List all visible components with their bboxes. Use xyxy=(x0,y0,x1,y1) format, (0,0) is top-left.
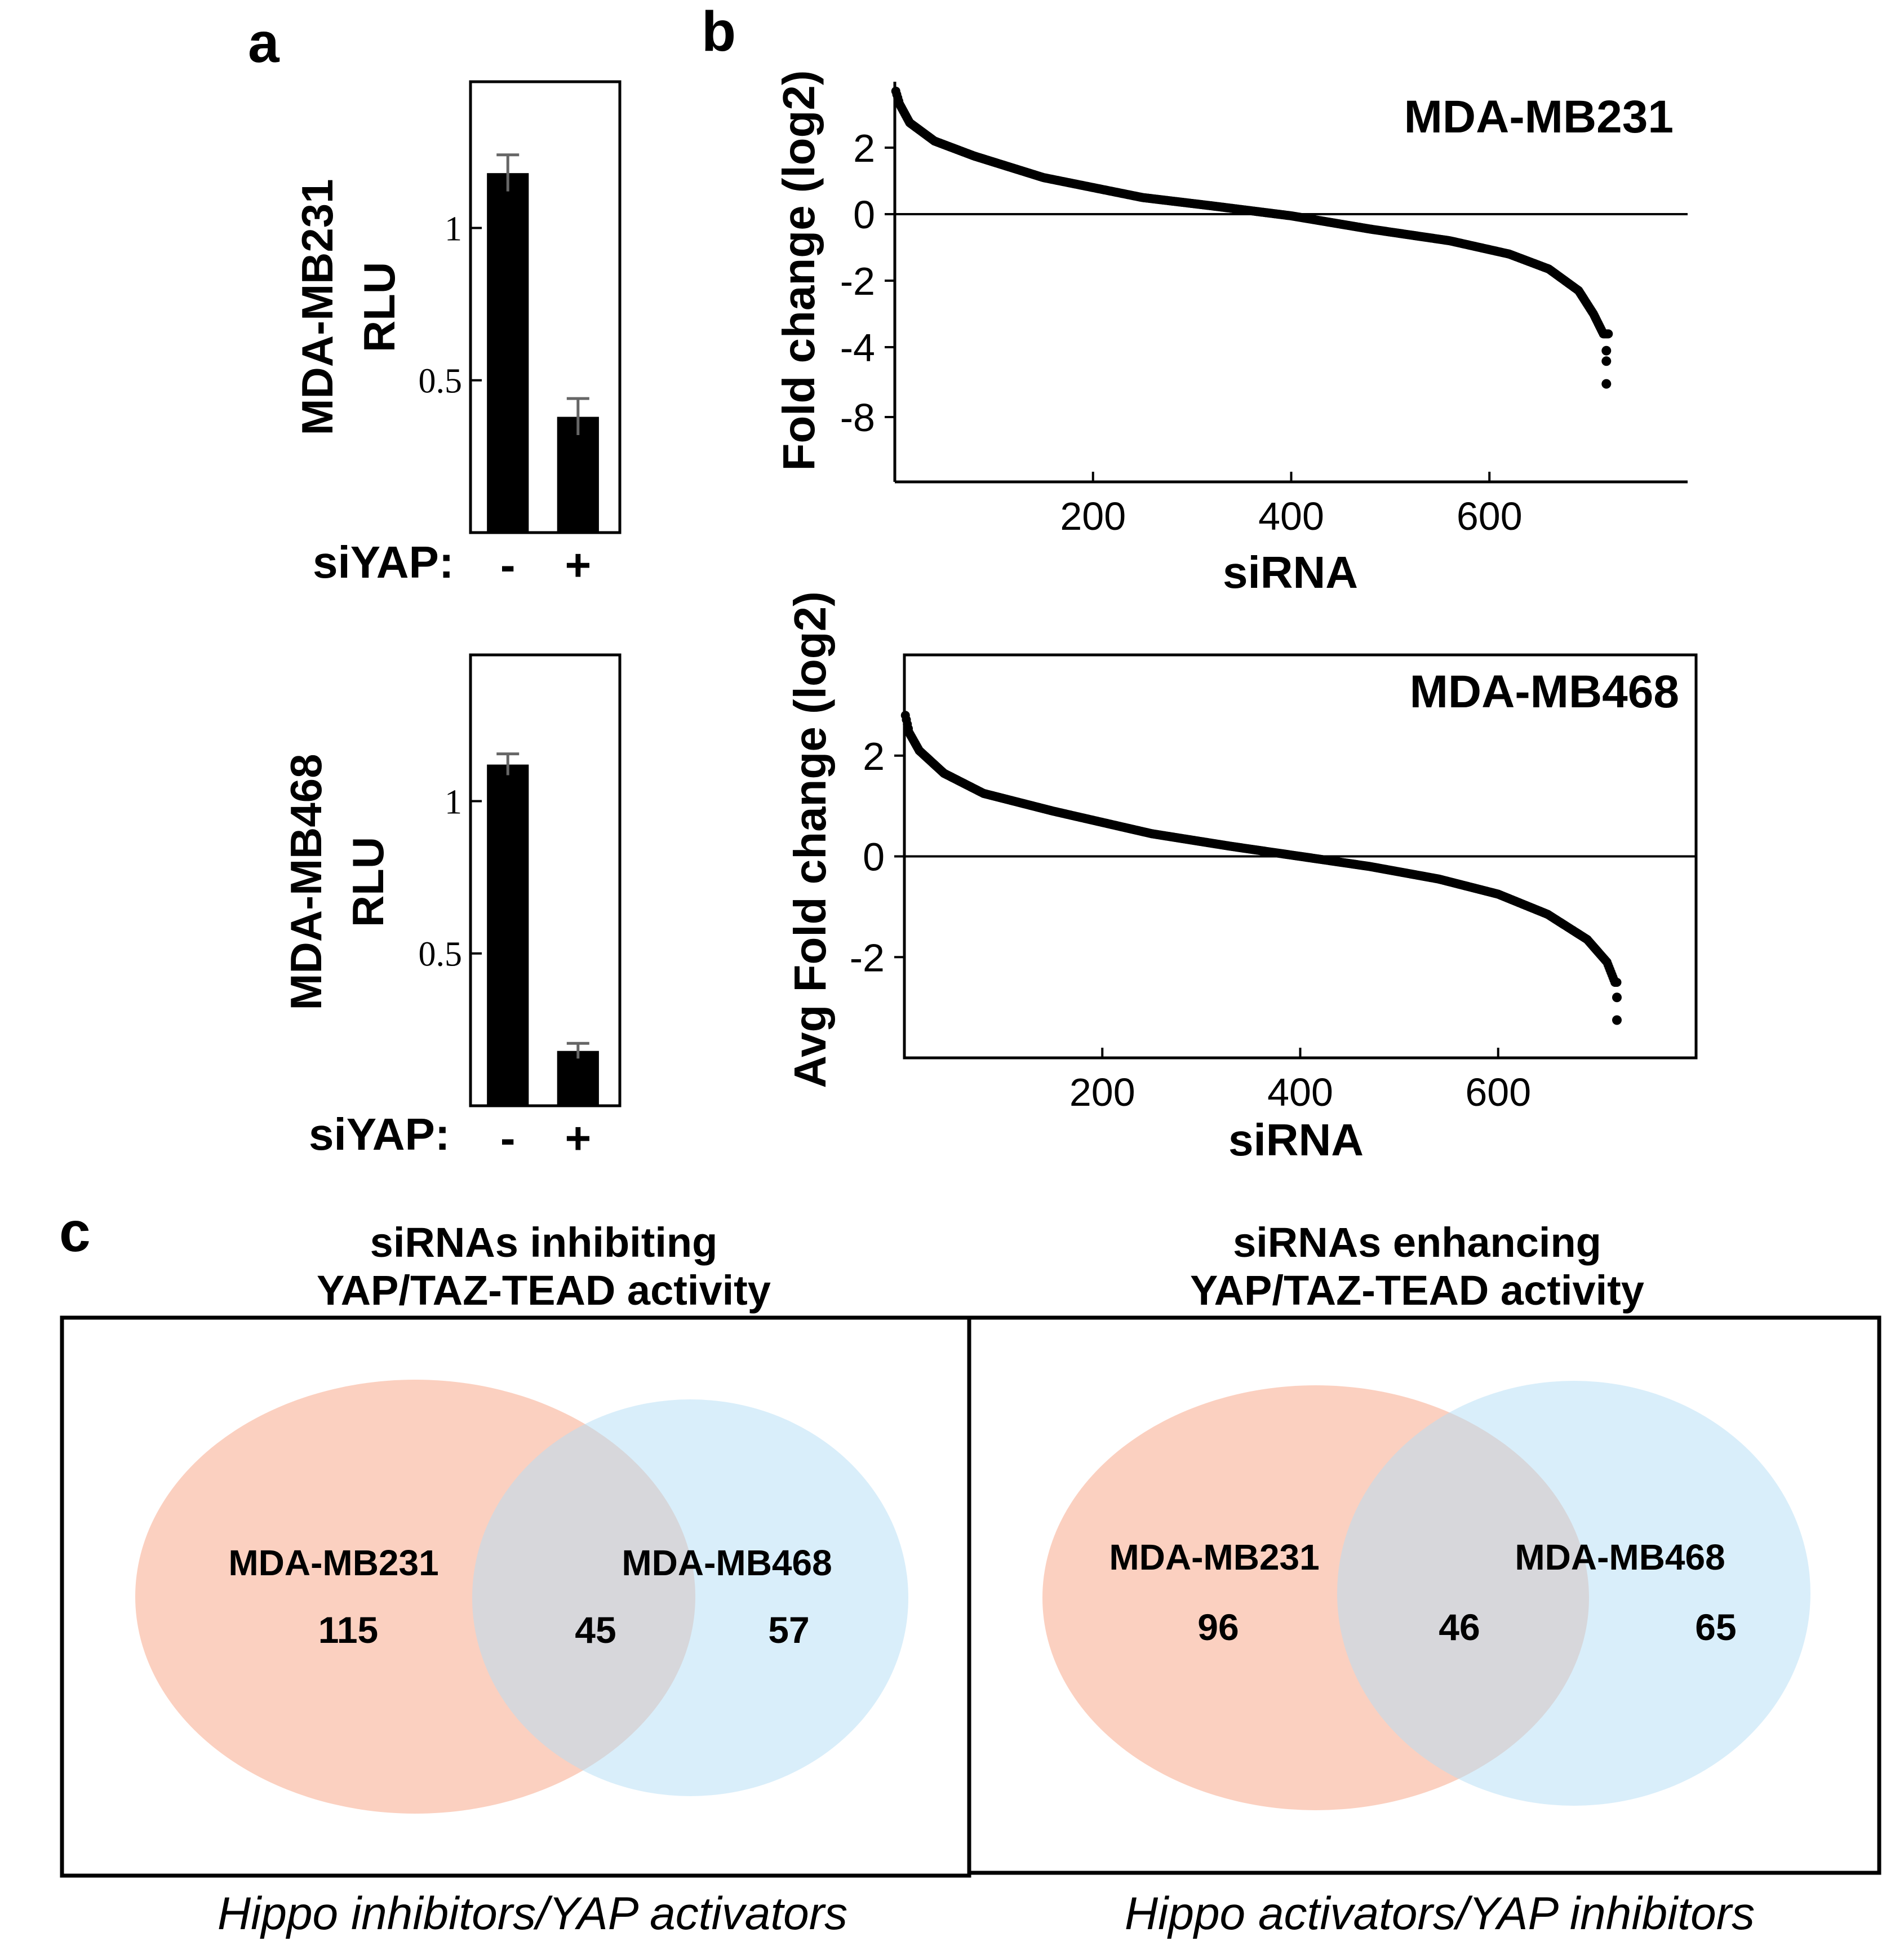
panel-label-a: a xyxy=(248,11,280,74)
y-tick-label: 1 xyxy=(445,783,462,821)
y-tick-label: 0 xyxy=(863,835,885,879)
y-axis-label: Avg Fold change (log2) xyxy=(785,591,835,1088)
y-tick-label: -2 xyxy=(850,936,885,980)
x-tick-label: 200 xyxy=(1069,1070,1135,1114)
plot-frame xyxy=(469,80,622,534)
y-tick-label: 1 xyxy=(445,210,462,248)
panel-label-c: c xyxy=(59,1200,91,1264)
y-tick-label: 0.5 xyxy=(419,936,463,974)
venn-set-a-label: MDA-MB231 xyxy=(1109,1537,1319,1577)
venn-only-a-count: 96 xyxy=(1197,1606,1239,1648)
x-tick-label: 600 xyxy=(1465,1070,1531,1114)
venn-set-b-label: MDA-MB468 xyxy=(1515,1537,1725,1577)
venn-overlap-count: 46 xyxy=(1439,1606,1480,1648)
y-axis-label-line1: MDA-MB231 xyxy=(292,179,342,435)
x-tick-label: - xyxy=(500,540,516,590)
venn-set-b-label: MDA-MB468 xyxy=(622,1543,832,1583)
venn-title-line2: YAP/TAZ-TEAD activity xyxy=(1190,1267,1644,1314)
data-point xyxy=(1612,1015,1622,1025)
venn-set-a-label: MDA-MB231 xyxy=(228,1543,438,1583)
venn-only-b-count: 65 xyxy=(1695,1606,1736,1648)
y-tick-label: 2 xyxy=(863,734,885,778)
venn-set-b-circle xyxy=(472,1399,908,1796)
venn-overlap-count: 45 xyxy=(575,1609,616,1651)
plot-frame xyxy=(469,653,622,1107)
bar xyxy=(557,1051,599,1106)
bar xyxy=(557,416,599,533)
data-point xyxy=(1612,992,1622,1003)
data-point xyxy=(1604,329,1613,339)
venn-diagram-inhibiting: siRNAs inhibiting YAP/TAZ-TEAD activity … xyxy=(60,1219,971,1939)
venn-caption: Hippo inhibitors/YAP activators xyxy=(218,1888,847,1939)
data-point xyxy=(1601,345,1612,356)
x-tick-label: 400 xyxy=(1267,1070,1333,1114)
x-tick-label: - xyxy=(500,1113,516,1163)
venn-only-b-count: 57 xyxy=(768,1609,809,1651)
venn-title-line1: siRNAs enhancing xyxy=(1233,1219,1601,1266)
bar-marks: - +0.5 1 xyxy=(419,153,599,590)
panel-label-b: b xyxy=(702,0,736,63)
scatter-chart-mda-mb231: 200 400 600 2 0 -2 -4 -8 MDA-MB231 siRNA Fold c… xyxy=(774,70,1688,597)
scatter-chart-mda-mb468: 200 400 600 2 0 -2 MDA-MB468 siRNA Avg Fold c… xyxy=(785,591,1698,1165)
x-axis-label: siYAP: xyxy=(309,1109,450,1159)
y-axis-label-line1: MDA-MB468 xyxy=(281,754,331,1010)
venn-only-a-count: 115 xyxy=(318,1609,378,1651)
chart-title: MDA-MB468 xyxy=(1410,666,1679,717)
venn-title-line2: YAP/TAZ-TEAD activity xyxy=(317,1267,771,1314)
venn-caption: Hippo activators/YAP inhibitors xyxy=(1125,1888,1755,1939)
venn-frame xyxy=(967,1315,1881,1875)
bar-chart-mda-mb468: - +0.5 1 MDA-MB468 RLU siYAP: xyxy=(281,653,622,1163)
x-axis-label: siYAP: xyxy=(313,537,454,587)
y-tick-label: -4 xyxy=(840,326,875,370)
bar-chart-mda-mb231: - +0.5 1 MDA-MB231 RLU siYAP: xyxy=(292,80,622,590)
scatter-marks: 200 400 600 2 0 -2 -4 -8 xyxy=(840,86,1688,538)
y-tick-label: 0 xyxy=(853,193,875,237)
y-axis-label-line2: RLU xyxy=(354,262,404,352)
venn-diagram-enhancing: siRNAs enhancing YAP/TAZ-TEAD activity M… xyxy=(967,1219,1881,1939)
bar-marks: - +0.5 1 xyxy=(419,752,599,1163)
bar xyxy=(487,764,529,1106)
chart-title: MDA-MB231 xyxy=(1404,91,1674,143)
x-tick-label: + xyxy=(565,540,591,590)
x-tick-label: 400 xyxy=(1258,494,1324,538)
y-tick-label: -2 xyxy=(840,259,875,303)
venn-set-b-circle xyxy=(1337,1381,1810,1806)
x-tick-label: 200 xyxy=(1060,494,1126,538)
x-tick-label: + xyxy=(565,1113,591,1163)
scatter-marks: 200 400 600 2 0 -2 xyxy=(850,711,1696,1114)
x-axis-label: siRNA xyxy=(1228,1115,1364,1165)
y-axis-label-line2: RLU xyxy=(343,837,393,927)
x-tick-label: 600 xyxy=(1457,494,1523,538)
venn-title-line1: siRNAs inhibiting xyxy=(370,1219,718,1266)
y-tick-label: -8 xyxy=(840,396,875,440)
x-axis-label: siRNA xyxy=(1223,547,1358,597)
bar xyxy=(487,173,529,533)
y-tick-label: 0.5 xyxy=(419,362,463,401)
data-point xyxy=(1601,379,1612,389)
data-point xyxy=(1601,356,1612,366)
data-point xyxy=(1612,977,1622,987)
y-tick-label: 2 xyxy=(853,126,875,170)
y-axis-label: Fold change (log2) xyxy=(774,70,824,471)
